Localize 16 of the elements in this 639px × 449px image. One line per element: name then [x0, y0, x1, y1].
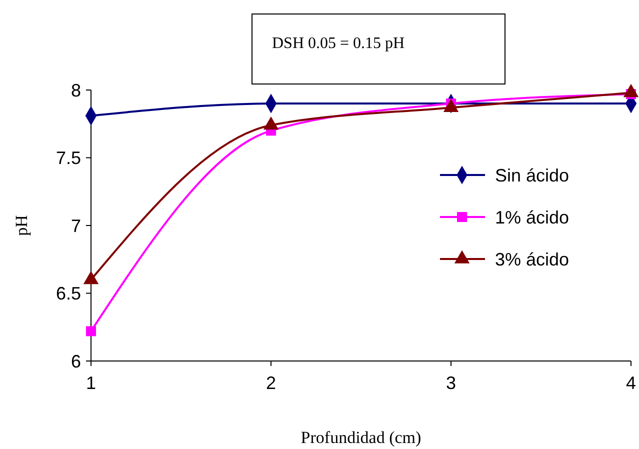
y-tick-label: 7 — [70, 216, 81, 236]
y-tick-label: 8 — [70, 80, 81, 100]
point — [86, 326, 96, 336]
x-tick-label: 2 — [266, 373, 276, 393]
legend-label: Sin ácido — [495, 165, 570, 186]
x-axis-title: Profundidad (cm) — [300, 428, 422, 447]
y-tick-label: 6.5 — [56, 284, 81, 304]
y-tick-label: 6 — [70, 351, 81, 372]
text: DSH 0.05 = 0.15 pH — [272, 35, 406, 52]
y-axis-title: pH — [12, 215, 31, 236]
x-tick-label: 1 — [86, 373, 96, 393]
legend-label: 3% ácido — [495, 249, 570, 270]
x-tick-label: 4 — [626, 373, 636, 393]
x-tick-label: 3 — [446, 373, 456, 393]
y-tick-label: 7.5 — [56, 148, 81, 168]
legend-label: 1% ácido — [495, 207, 570, 228]
